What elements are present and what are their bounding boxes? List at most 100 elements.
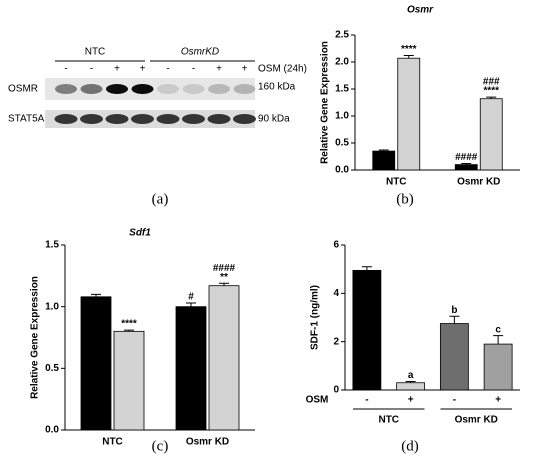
bar (175, 306, 207, 431)
y-axis-label: SDF-1 (ng/ml) (310, 285, 321, 350)
error-bar (91, 293, 101, 297)
y-tick-label: 2 (333, 336, 339, 347)
error-bar (186, 302, 196, 307)
size-label: 90 kDa (258, 114, 290, 125)
y-tick-label: 4 (333, 288, 339, 299)
size-label: 160 kDa (258, 82, 296, 93)
chart-title: Osmr (407, 5, 434, 16)
y-tick-label: 1.5 (335, 84, 349, 95)
y-tick-label: 0 (333, 385, 339, 396)
x-tick-label: NTC (102, 437, 123, 448)
bar (80, 296, 112, 431)
y-tick-label: 0.0 (45, 425, 59, 436)
caption: (a) (152, 191, 169, 207)
x-tick-label: - (453, 395, 456, 406)
row-label: STAT5A (8, 114, 45, 125)
blot-group: OsmrKD (181, 47, 219, 58)
blot-panel: NTC OsmrKD OSM (24h) OSMR STAT5A 160 kDa… (8, 47, 307, 208)
error-bar (403, 55, 414, 59)
band (105, 114, 129, 124)
error-bar (405, 381, 416, 383)
error-bar (486, 96, 497, 99)
row-label: OSMR (8, 84, 38, 95)
error-bar (461, 163, 472, 165)
error-bar (124, 329, 134, 332)
band (80, 84, 103, 94)
bar (397, 57, 421, 171)
x-tick-label: + (408, 395, 414, 406)
lane-sign: + (216, 64, 222, 75)
lane-sign: + (114, 64, 120, 75)
band (131, 84, 154, 94)
lane-sign: - (64, 64, 67, 75)
caption: (c) (152, 438, 169, 454)
band (131, 114, 154, 124)
annotation: c (495, 324, 501, 335)
y-tick-label: 2.0 (335, 57, 349, 68)
lane-sign: - (192, 64, 195, 75)
annotation: # (188, 292, 194, 303)
y-tick-label: 0.5 (335, 138, 349, 149)
bar (396, 382, 426, 391)
band (208, 84, 230, 94)
bar (352, 269, 382, 391)
annotation: a (408, 370, 414, 381)
group-label: Osmr KD (455, 415, 498, 426)
band (106, 84, 128, 94)
x-tick-label: - (365, 395, 368, 406)
x-tick-label: Osmr KD (457, 177, 500, 188)
error-bar (493, 335, 504, 345)
x-tick-label: NTC (386, 177, 407, 188)
band (157, 84, 179, 94)
error-bar (361, 266, 372, 271)
x-tick-label: Osmr KD (186, 437, 229, 448)
annotation: **** (121, 319, 137, 330)
y-tick-label: 1.5 (45, 240, 59, 251)
band (55, 84, 77, 94)
annotation: **** (483, 86, 499, 97)
y-tick-label: 0.0 (335, 165, 349, 176)
y-axis-label: Relative Gene Expression (30, 276, 41, 399)
annotation: b (451, 305, 457, 316)
band (233, 84, 256, 94)
bar (208, 285, 240, 431)
band (207, 114, 231, 124)
blot-treatment: OSM (24h) (258, 64, 307, 75)
error-bar (219, 282, 229, 286)
chart-title: Sdf1 (129, 228, 151, 239)
annotation: ** (220, 272, 228, 283)
band (80, 114, 103, 124)
y-tick-label: 0.5 (45, 363, 59, 374)
bar (479, 98, 503, 171)
y-axis-label: Relative Gene Expression (320, 41, 331, 164)
lane-sign: + (140, 64, 146, 75)
band (54, 114, 78, 124)
caption: (d) (401, 438, 419, 454)
lane-sign: - (90, 64, 93, 75)
annotation: **** (401, 44, 417, 55)
lane-sign: - (166, 64, 169, 75)
row-label: OSM (306, 395, 329, 406)
band (233, 114, 256, 124)
y-tick-label: 6 (333, 240, 339, 251)
annotation: #### (213, 263, 236, 274)
lane-sign: + (242, 64, 248, 75)
y-tick-label: 1.0 (335, 111, 349, 122)
bar (483, 343, 513, 391)
band (182, 114, 205, 124)
band (156, 114, 180, 124)
error-bar (449, 315, 460, 324)
bar (113, 330, 145, 431)
y-tick-label: 2.5 (335, 30, 349, 41)
bands (54, 84, 256, 124)
bar (372, 150, 396, 171)
y-tick-label: 1.0 (45, 301, 59, 312)
bar (439, 323, 469, 391)
blot-group: NTC (85, 47, 106, 58)
x-tick-label: + (495, 395, 501, 406)
band (182, 84, 205, 94)
group-label: NTC (378, 415, 399, 426)
bar (454, 164, 478, 171)
caption: (b) (396, 191, 414, 207)
